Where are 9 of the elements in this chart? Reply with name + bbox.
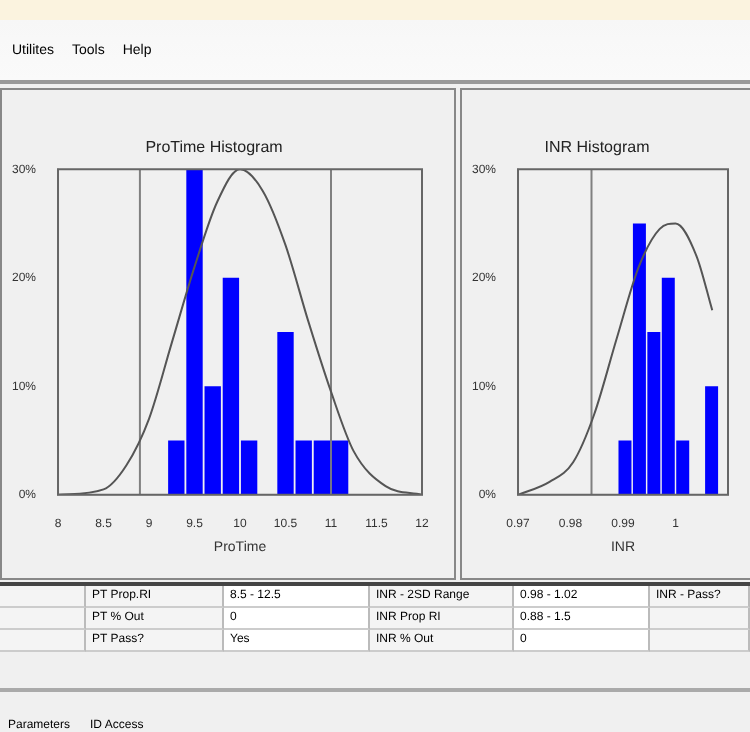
text: Help — [122, 44, 152, 58]
chart-title: INR Histogram — [544, 138, 651, 157]
line-series — [58, 169, 422, 495]
text: Tools — [72, 44, 105, 58]
text: Parameters — [8, 720, 71, 732]
line-series — [518, 222, 714, 495]
text: Utilites — [12, 44, 55, 58]
text: ID Access — [90, 720, 144, 732]
chart-title: ProTime Histogram — [145, 138, 284, 157]
